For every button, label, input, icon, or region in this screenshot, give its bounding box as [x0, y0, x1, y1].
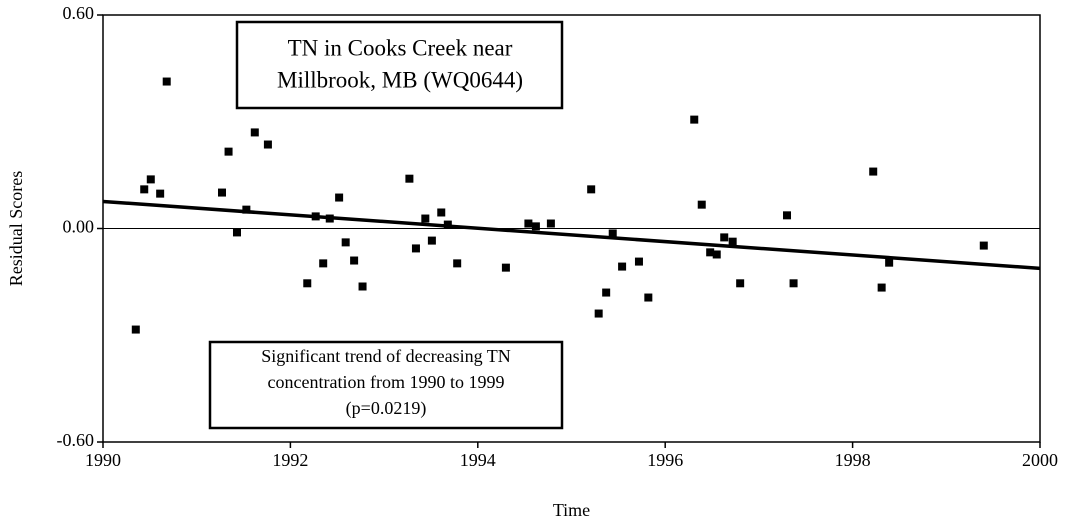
point — [350, 256, 359, 265]
point — [217, 188, 226, 197]
point — [885, 258, 894, 267]
point — [421, 214, 430, 223]
point — [303, 279, 312, 288]
point — [224, 147, 233, 156]
title-box — [235, 20, 564, 110]
point — [242, 205, 251, 214]
point — [131, 325, 140, 334]
point — [140, 185, 149, 194]
point — [869, 167, 878, 176]
point — [250, 128, 259, 137]
point — [437, 208, 446, 217]
trend-line — [102, 199, 1041, 271]
point — [162, 77, 171, 86]
point — [156, 189, 165, 198]
x-tick-label: 1994 — [460, 450, 496, 470]
point — [358, 282, 367, 291]
point — [602, 288, 611, 297]
point — [634, 257, 643, 266]
point — [319, 259, 328, 268]
x-tick-label: 1996 — [647, 450, 683, 470]
point — [697, 200, 706, 209]
y-axis-label: Residual Scores — [6, 171, 26, 286]
point — [690, 115, 699, 124]
point — [546, 219, 555, 228]
annotation: (p=0.0219) — [346, 398, 427, 419]
point — [501, 263, 510, 272]
point — [644, 293, 653, 302]
point — [706, 248, 715, 257]
point — [736, 279, 745, 288]
x-tick-label: 1990 — [85, 450, 121, 470]
point — [341, 238, 350, 247]
point — [411, 244, 420, 253]
annotation-box — [208, 340, 564, 430]
point — [232, 228, 241, 237]
y-tick-label: -0.60 — [57, 430, 95, 450]
chart-title: Millbrook, MB (WQ0644) — [277, 67, 523, 92]
point — [720, 233, 729, 242]
point — [608, 229, 617, 238]
x-tick-label: 1992 — [272, 450, 308, 470]
point — [405, 174, 414, 183]
point — [877, 283, 886, 292]
x-tick-label: 2000 — [1022, 450, 1058, 470]
point — [524, 219, 533, 228]
point — [618, 262, 627, 271]
chart-title: TN in Cooks Creek near — [288, 35, 513, 60]
point — [789, 279, 798, 288]
x-tick-label: 1998 — [835, 450, 871, 470]
y-tick-label: 0.00 — [63, 217, 95, 237]
point — [453, 259, 462, 268]
point — [443, 220, 452, 229]
point — [335, 193, 344, 202]
point — [263, 140, 272, 149]
x-axis-label: Time — [553, 500, 590, 520]
point — [325, 214, 334, 223]
annotation: Significant trend of decreasing TN — [261, 346, 511, 366]
point — [427, 236, 436, 245]
point — [587, 185, 596, 194]
point — [531, 222, 540, 231]
point — [783, 211, 792, 220]
annotation: concentration from 1990 to 1999 — [268, 372, 505, 392]
point — [728, 237, 737, 246]
point — [712, 250, 721, 259]
y-tick-label: 0.60 — [63, 3, 95, 23]
point — [146, 175, 155, 184]
point — [979, 241, 988, 250]
point — [594, 309, 603, 318]
point — [311, 212, 320, 221]
